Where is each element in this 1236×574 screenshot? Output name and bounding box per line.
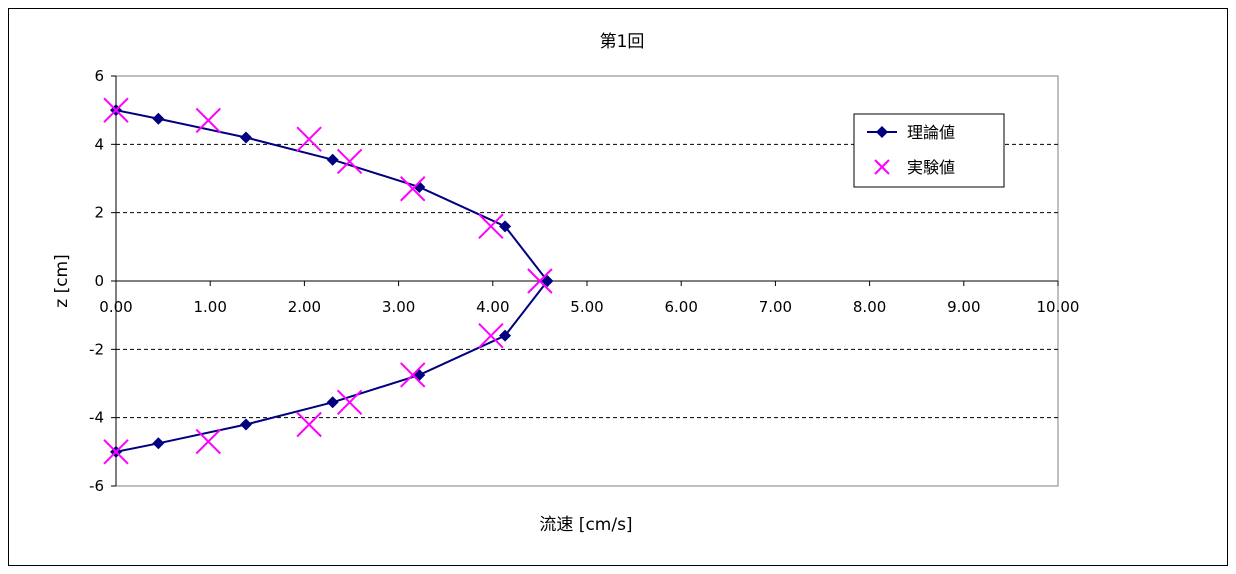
- experiment-point-2: [296, 126, 322, 152]
- experiment-point-0-stroke-b: [103, 97, 129, 123]
- legend-marker-theory: [876, 126, 888, 138]
- experiment-point-4: [400, 176, 426, 202]
- legend-label-exp: 実験値: [907, 158, 955, 177]
- experiment-point-4-stroke-b: [400, 176, 426, 202]
- theory-point-10: [239, 418, 252, 431]
- chart-frame: 第1回 6 4 2 0 -2 -4 -6 0.00 1.00 2.00 3.00 4.00 5.00 6…: [8, 8, 1228, 566]
- legend-label-theory: 理論値: [907, 123, 955, 142]
- chart-title: 第1回: [600, 32, 645, 52]
- x-tick-labels: 0.00 1.00 2.00 3.00 4.00 5.00 6.00 7.00 8.00 9.00…: [99, 298, 1079, 316]
- theory-point-5: [499, 220, 512, 233]
- x-tick-label-1: 1.00: [193, 298, 226, 316]
- theory-point-6: [541, 275, 554, 287]
- experiment-point-12: [103, 439, 129, 465]
- theory-point-3: [326, 153, 339, 166]
- y-axis-title: z [cm]: [52, 254, 72, 308]
- experiment-point-9: [336, 389, 363, 415]
- experiment-point-10-stroke-b: [296, 411, 322, 438]
- experiment-point-1-stroke-b: [195, 107, 222, 134]
- experiment-point-12-stroke-b: [103, 439, 129, 465]
- y-tick-labels: 6 4 2 0 -2 -4 -6: [89, 67, 104, 495]
- legend-marker-exp-b: [874, 159, 890, 175]
- x-tick-label-2: 2.00: [288, 298, 321, 316]
- experiment-point-7-stroke-b: [478, 322, 504, 349]
- x-tick-label-8: 8.00: [853, 298, 886, 316]
- x-axis-title: 流速 [cm/s]: [539, 515, 632, 535]
- experiment-point-3-stroke-b: [336, 148, 363, 175]
- legend-box: [853, 113, 1005, 188]
- y-tick-label-0: 6: [94, 67, 104, 85]
- y-tick-label-6: -6: [89, 477, 104, 495]
- y-tick-label-1: 4: [94, 135, 104, 153]
- y-tick-label-5: -4: [89, 409, 104, 427]
- experiment-point-7: [478, 322, 504, 349]
- legend: 理論値 実験値: [853, 113, 1005, 188]
- experiment-point-3: [336, 148, 363, 175]
- theory-point-11: [152, 437, 165, 450]
- x-tick-label-5: 5.00: [570, 298, 603, 316]
- y-tick-label-2: 2: [94, 204, 104, 222]
- experiment-point-6-stroke-b: [527, 268, 553, 294]
- experiment-point-5-stroke-b: [478, 213, 504, 240]
- experiment-point-0: [103, 97, 129, 123]
- experiment-point-2-stroke-b: [296, 126, 322, 152]
- x-tick-label-7: 7.00: [759, 298, 792, 316]
- experiment-point-9-stroke-b: [336, 389, 363, 415]
- theory-point-2: [239, 131, 252, 144]
- experiment-point-11: [195, 428, 222, 455]
- experiment-point-10: [296, 411, 322, 438]
- x-tick-label-6: 6.00: [664, 298, 697, 316]
- experiment-point-8-stroke-b: [400, 362, 426, 388]
- theory-point-1: [152, 112, 165, 125]
- x-tick-label-10: 10.00: [1037, 298, 1080, 316]
- series-marks: [103, 97, 554, 465]
- experiment-point-6: [527, 268, 553, 294]
- theory-point-7: [499, 329, 512, 342]
- experiment-point-8: [400, 362, 426, 388]
- x-tick-label-9: 9.00: [947, 298, 980, 316]
- x-tick-label-0: 0.00: [99, 298, 132, 316]
- experiment-point-11-stroke-b: [195, 428, 222, 455]
- theory-point-9: [326, 396, 339, 409]
- experiment-point-1: [195, 107, 222, 134]
- x-tick-label-4: 4.00: [476, 298, 509, 316]
- chart-svg: 第1回 6 4 2 0 -2 -4 -6 0.00 1.00 2.00 3.00 4.00 5.00 6…: [52, 32, 1079, 535]
- y-tick-label-3: 0: [94, 272, 104, 290]
- axes: [111, 75, 1059, 487]
- x-tick-label-3: 3.00: [382, 298, 415, 316]
- y-tick-label-4: -2: [89, 340, 104, 358]
- experiment-point-5: [478, 213, 504, 240]
